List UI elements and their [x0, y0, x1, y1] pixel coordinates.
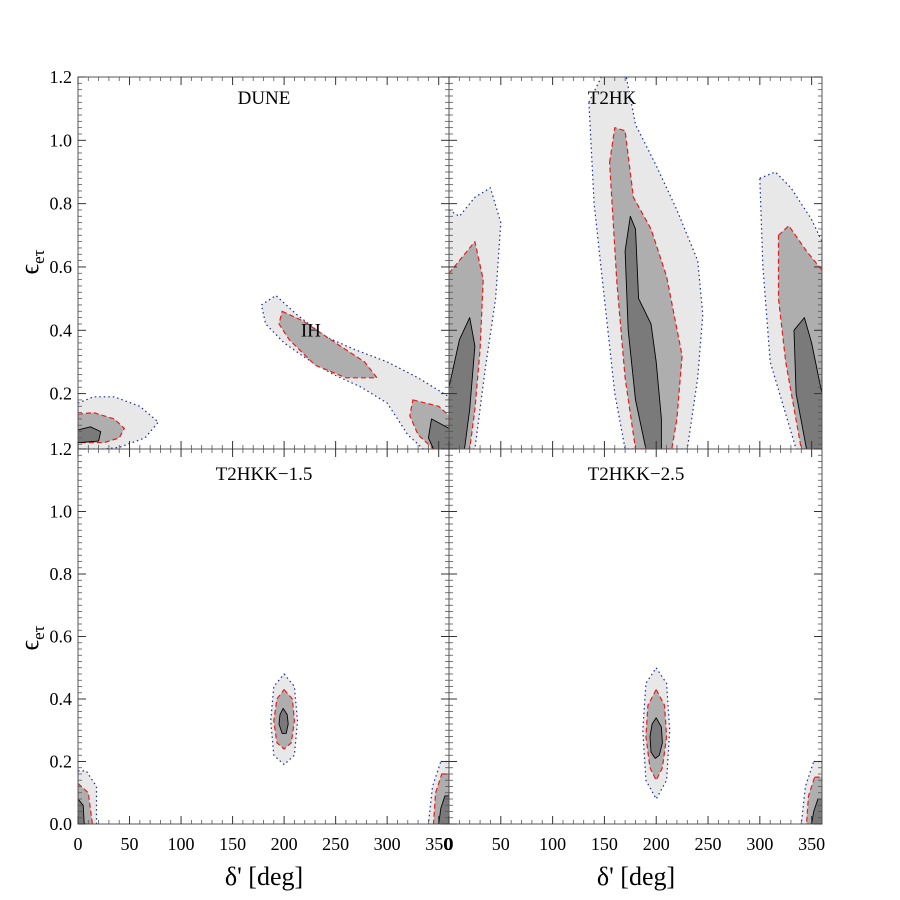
panel-4-region-inner-3: [649, 717, 663, 759]
x-axis-label-left: δ' [deg]: [225, 862, 303, 891]
panel-1-region-inner-7: [427, 418, 449, 449]
panel-1-title: DUNE: [238, 88, 291, 109]
panel-1-region-inner-3: [78, 426, 102, 444]
panel-4-regions: [642, 667, 822, 824]
y-axis-label-bottom: ϵeτ: [15, 625, 48, 650]
x-tick-label: 350: [425, 834, 452, 854]
panel-2-region-inner-9: [793, 317, 822, 449]
y-axis-label-top-main: ϵeτ: [15, 249, 48, 274]
panel-1-regions: [78, 294, 449, 449]
panel-4-frame: [448, 448, 823, 825]
x-tick-label: 250: [695, 834, 722, 854]
x-tick-label: 0: [445, 834, 454, 854]
x-tick-label: 150: [591, 834, 618, 854]
x-tick-label: 300: [374, 834, 401, 854]
x-tick-label: 200: [643, 834, 670, 854]
labels-group: DUNE IH T2HK T2HKK−1.5 T2HKK−2.5 0.2 0.4 0.6 0.8…: [50, 67, 826, 854]
y-tick-label: 0.8: [50, 564, 73, 584]
y-axis-label-top: ϵeτ: [15, 249, 48, 274]
panel-1-region-middle-5: [278, 310, 378, 379]
panel-2-title: T2HK: [588, 88, 637, 109]
panel-1-annotation: IH: [301, 320, 321, 341]
x-tick-label: 250: [322, 834, 349, 854]
x-tick-label: 50: [121, 834, 139, 854]
x-tick-label: 0: [74, 834, 83, 854]
x-tick-label: 100: [539, 834, 566, 854]
y-tick-label: 0.6: [50, 257, 73, 277]
panel-2-region-middle-5: [609, 127, 683, 449]
panel-4-title: T2HKK−2.5: [588, 464, 685, 485]
panel-3-regions: [78, 673, 449, 824]
x-tick-label: 150: [219, 834, 246, 854]
y-tick-label: 1.0: [50, 502, 73, 522]
x-axis-label-right: δ' [deg]: [597, 862, 675, 891]
ticks-group: [77, 76, 822, 825]
x-tick-label: 300: [746, 834, 773, 854]
y-tick-label: 1.0: [50, 130, 73, 150]
x-tick-label: 200: [271, 834, 298, 854]
y-tick-label: 0.4: [50, 689, 73, 709]
panel-3-region-inner-6: [278, 707, 289, 734]
panel-3-title: T2HKK−1.5: [216, 464, 313, 485]
panels-group: [77, 76, 823, 825]
y-tick-label: 0.6: [50, 627, 73, 647]
y-axis-label-bottom-main: ϵeτ: [15, 625, 48, 650]
y-tick-label: 0.2: [50, 384, 73, 404]
y-tick-label: 0.8: [50, 194, 73, 214]
panel-2-region-inner-6: [624, 215, 662, 449]
y-tick-label: 0.4: [50, 320, 73, 340]
panel-2-regions: [449, 77, 822, 449]
panel-3-region-inner-9: [438, 795, 449, 824]
y-tick-label: 0.2: [50, 752, 73, 772]
x-tick-label: 350: [798, 834, 825, 854]
panel-3-frame: [77, 448, 450, 825]
y-tick-label: 1.2: [50, 67, 73, 87]
y-tick-label: 1.2: [50, 439, 73, 459]
x-tick-label: 100: [168, 834, 195, 854]
x-tick-label: 50: [492, 834, 510, 854]
panel-2-region-inner-3: [449, 317, 476, 449]
y-tick-label: 0.0: [50, 814, 73, 834]
